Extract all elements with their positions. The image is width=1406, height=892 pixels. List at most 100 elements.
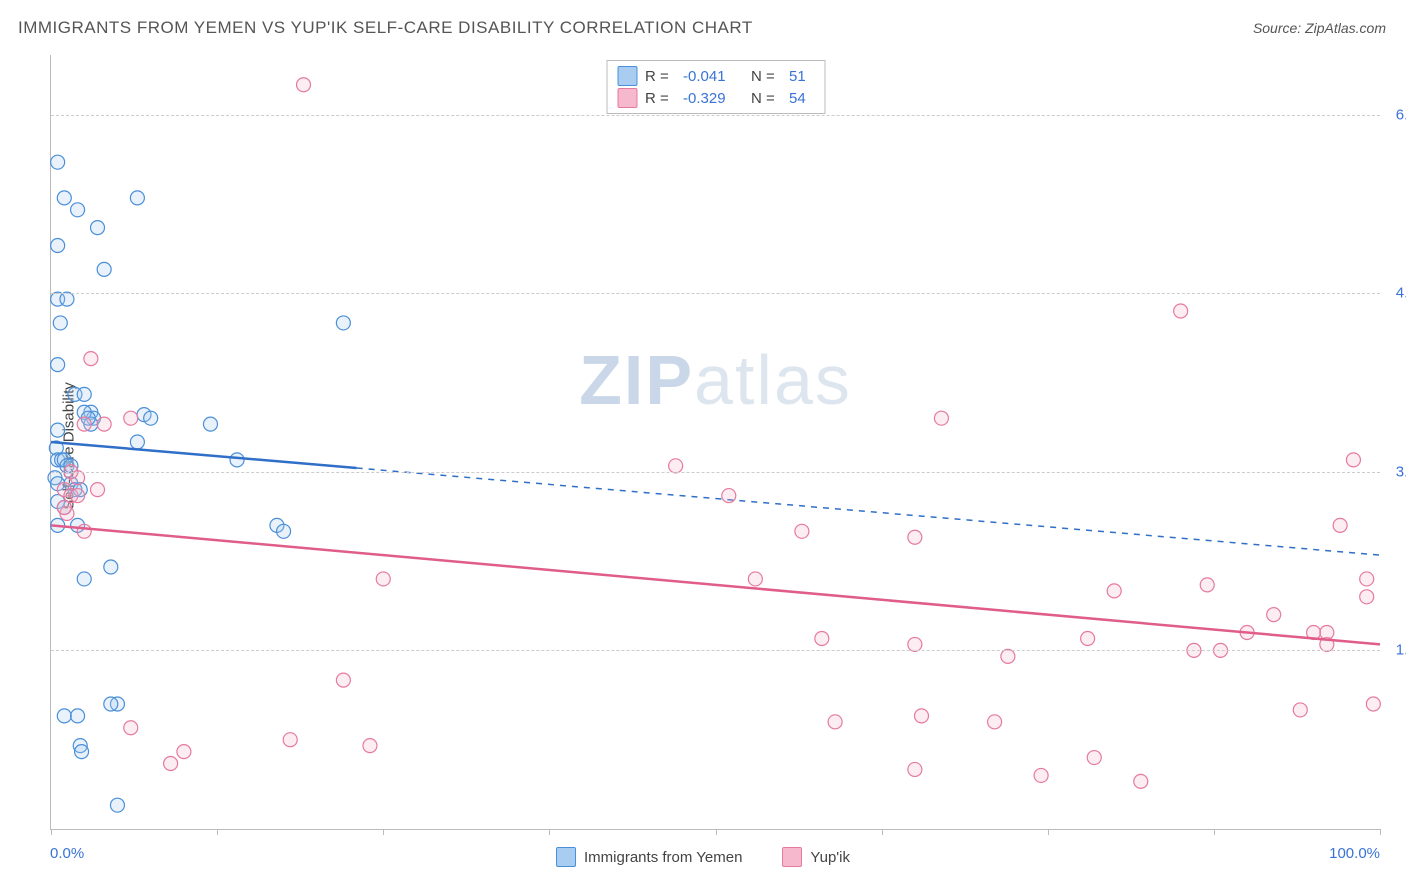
scatter-point [144,411,158,425]
gridline [51,650,1380,651]
scatter-point [51,239,65,253]
chart-title: IMMIGRANTS FROM YEMEN VS YUP'IK SELF-CAR… [18,18,753,38]
scatter-point [1134,774,1148,788]
y-tick-label: 1.5% [1385,642,1406,659]
scatter-point [795,524,809,538]
scatter-point [1320,626,1334,640]
scatter-point [53,316,67,330]
scatter-point [1087,751,1101,765]
scatter-point [1200,578,1214,592]
scatter-point [84,352,98,366]
x-tick [882,829,883,835]
r-label-0: R = [645,68,675,85]
n-value-1: 54 [789,90,814,107]
y-tick-label: 4.5% [1385,285,1406,302]
scatter-point [828,715,842,729]
scatter-point [77,417,91,431]
scatter-point [60,292,74,306]
scatter-point [336,316,350,330]
scatter-point [1360,572,1374,586]
legend-swatch-1 [617,88,637,108]
scatter-point [376,572,390,586]
scatter-point [57,709,71,723]
scatter-point [283,733,297,747]
trendline-solid [51,442,357,468]
scatter-point [1366,697,1380,711]
scatter-point [934,411,948,425]
x-tick [51,829,52,835]
scatter-point [203,417,217,431]
gridline [51,115,1380,116]
plot-area: ZIPatlas R = -0.041 N = 51 R = -0.329 N … [50,55,1380,830]
source-name: ZipAtlas.com [1305,20,1386,36]
x-tick [1380,829,1381,835]
x-tick [716,829,717,835]
r-value-0: -0.041 [683,68,743,85]
scatter-point [71,489,85,503]
scatter-point [97,262,111,276]
scatter-point [1081,631,1095,645]
scatter-point [51,358,65,372]
source-attribution: Source: ZipAtlas.com [1253,20,1386,36]
n-label-1: N = [751,90,781,107]
gridline [51,472,1380,473]
scatter-point [297,78,311,92]
r-label-1: R = [645,90,675,107]
scatter-point [91,483,105,497]
x-tick [1214,829,1215,835]
gridline [51,293,1380,294]
scatter-point [988,715,1002,729]
source-label: Source: [1253,20,1301,36]
x-tick [549,829,550,835]
scatter-point [908,530,922,544]
legend-series-label-0: Immigrants from Yemen [584,849,742,866]
scatter-point [177,745,191,759]
x-tick [383,829,384,835]
scatter-point [104,560,118,574]
scatter-point [97,417,111,431]
x-axis-min-label: 0.0% [50,845,84,862]
scatter-point [104,697,118,711]
scatter-point [815,631,829,645]
scatter-point [908,637,922,651]
legend-stats: R = -0.041 N = 51 R = -0.329 N = 54 [606,60,825,114]
scatter-point [748,572,762,586]
scatter-point [1107,584,1121,598]
legend-series-swatch-0 [556,847,576,867]
y-tick-label: 3.0% [1385,463,1406,480]
x-axis-max-label: 100.0% [1329,845,1380,862]
n-label-0: N = [751,68,781,85]
scatter-point [1174,304,1188,318]
legend-stats-row-0: R = -0.041 N = 51 [617,65,814,87]
scatter-point [75,745,89,759]
scatter-point [77,572,91,586]
trendline-dashed [357,468,1380,555]
plot-svg [51,55,1380,829]
legend-series: Immigrants from Yemen Yup'ik [556,847,850,867]
scatter-point [124,721,138,735]
scatter-point [1346,453,1360,467]
scatter-point [164,757,178,771]
scatter-point [1001,649,1015,663]
scatter-point [1267,608,1281,622]
scatter-point [77,387,91,401]
scatter-point [363,739,377,753]
scatter-point [1293,703,1307,717]
scatter-point [71,203,85,217]
scatter-point [57,500,71,514]
scatter-point [230,453,244,467]
scatter-point [130,435,144,449]
scatter-point [51,423,65,437]
scatter-point [908,762,922,776]
scatter-point [722,489,736,503]
legend-series-item-1: Yup'ik [782,847,850,867]
scatter-point [336,673,350,687]
scatter-point [57,191,71,205]
y-tick-label: 6.0% [1385,106,1406,123]
legend-series-swatch-1 [782,847,802,867]
legend-swatch-0 [617,66,637,86]
scatter-point [110,798,124,812]
chart-container: IMMIGRANTS FROM YEMEN VS YUP'IK SELF-CAR… [0,0,1406,892]
scatter-point [1360,590,1374,604]
legend-series-item-0: Immigrants from Yemen [556,847,742,867]
